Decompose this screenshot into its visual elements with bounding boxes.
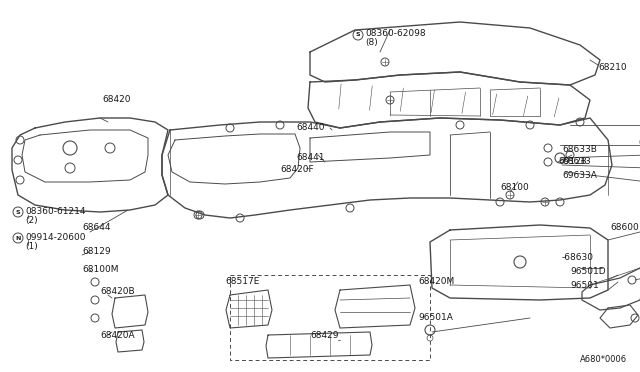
Text: S: S: [356, 32, 360, 38]
Text: 68440: 68440: [296, 124, 324, 132]
Text: S: S: [16, 209, 20, 215]
Text: 68420: 68420: [102, 96, 131, 105]
Text: -68630: -68630: [562, 253, 594, 263]
Text: 68420M: 68420M: [418, 278, 454, 286]
Text: (2): (2): [25, 215, 38, 224]
Text: 68600: 68600: [610, 224, 639, 232]
Text: 68129: 68129: [82, 247, 111, 257]
Text: 68441: 68441: [296, 154, 324, 163]
Text: 08360-62098: 08360-62098: [365, 29, 426, 38]
Text: 68100M: 68100M: [82, 266, 118, 275]
Text: 69633A: 69633A: [562, 170, 597, 180]
Text: (8): (8): [365, 38, 378, 48]
Text: 96501: 96501: [570, 280, 599, 289]
Text: 68210: 68210: [598, 64, 627, 73]
Text: 68633: 68633: [562, 157, 591, 167]
Text: 68644: 68644: [82, 224, 111, 232]
Text: 68429: 68429: [310, 330, 339, 340]
Text: 69128: 69128: [558, 157, 587, 167]
Text: 68420B: 68420B: [100, 288, 134, 296]
Text: N: N: [15, 235, 20, 241]
Text: (1): (1): [25, 241, 38, 250]
Text: 68420F: 68420F: [280, 166, 314, 174]
Text: 08360-61214: 08360-61214: [25, 206, 86, 215]
Text: 96501A: 96501A: [418, 314, 453, 323]
Text: 96501D: 96501D: [570, 267, 605, 276]
Text: A680*0006: A680*0006: [580, 356, 627, 365]
Text: 09914-20600: 09914-20600: [25, 232, 86, 241]
Text: 68420A: 68420A: [100, 330, 134, 340]
Text: 68633B: 68633B: [562, 145, 597, 154]
Text: 68100: 68100: [500, 183, 529, 192]
Text: 68517E: 68517E: [225, 278, 259, 286]
